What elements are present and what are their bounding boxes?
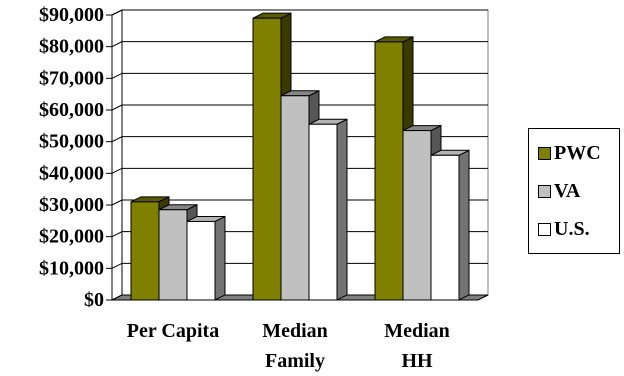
legend: PWC VA U.S. [528, 128, 620, 254]
bar [130, 201, 160, 301]
y-tick-label: $60,000 [39, 99, 104, 121]
gridline [111, 199, 488, 206]
legend-swatch-pwc [538, 146, 551, 160]
legend-swatch-us [538, 222, 551, 236]
y-tick-label: $40,000 [39, 162, 104, 184]
x-tick-label: Per Capita [127, 320, 219, 342]
x-tick-label: Family [265, 350, 325, 372]
x-tick-label: Median [262, 320, 328, 342]
bar-side [458, 149, 470, 301]
legend-label-pwc: PWC [554, 141, 601, 164]
legend-item-va: VA [538, 179, 581, 202]
bar [252, 17, 282, 301]
legend-label-us: U.S. [554, 217, 590, 240]
legend-label-va: VA [554, 179, 581, 202]
legend-item-us: U.S. [538, 217, 590, 240]
bar [430, 154, 460, 301]
bar [186, 220, 216, 301]
gridline [111, 9, 488, 16]
y-tick-label: $0 [84, 289, 104, 311]
bar-side [214, 215, 226, 301]
bar [402, 130, 432, 301]
bar [280, 95, 310, 301]
y-tick-label: $10,000 [39, 257, 104, 279]
bar [158, 209, 188, 301]
gridline [111, 72, 488, 79]
y-tick-label: $90,000 [39, 4, 104, 26]
gridline [111, 41, 488, 48]
legend-swatch-va [538, 184, 551, 198]
gridline [111, 167, 488, 174]
y-tick-label: $80,000 [39, 36, 104, 58]
y-tick-label: $20,000 [39, 226, 104, 248]
gridline [111, 231, 488, 238]
plot-side-wall [111, 9, 123, 301]
y-tick-label: $70,000 [39, 67, 104, 89]
x-tick-label: HH [401, 350, 433, 372]
y-tick-label: $50,000 [39, 131, 104, 153]
gridline [111, 104, 488, 111]
bar-side [336, 118, 348, 301]
bar [308, 123, 338, 301]
y-tick-label: $30,000 [39, 194, 104, 216]
bar [374, 41, 404, 301]
x-tick-label: Median [384, 320, 450, 342]
legend-item-pwc: PWC [538, 141, 601, 164]
gridline [111, 136, 488, 143]
gridline [111, 262, 488, 269]
